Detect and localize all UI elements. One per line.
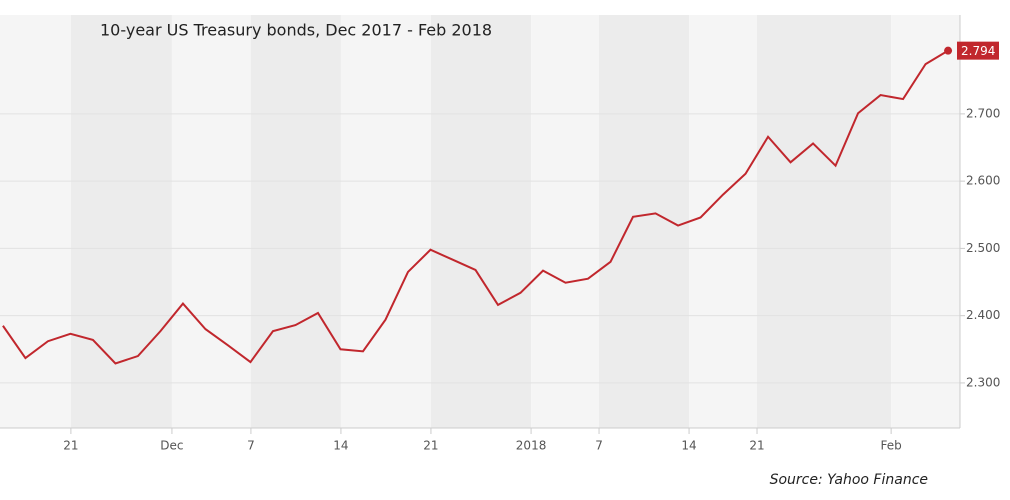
- x-tick-label: 21: [749, 439, 764, 453]
- x-tick-label: 7: [247, 439, 255, 453]
- band: [891, 15, 960, 428]
- band: [689, 15, 758, 428]
- y-tick-label: 2.400: [966, 308, 1000, 322]
- band: [430, 15, 532, 428]
- y-tick-label: 2.500: [966, 241, 1000, 255]
- band: [340, 15, 431, 428]
- y-tick-label: 2.600: [966, 174, 1000, 188]
- band: [171, 15, 251, 428]
- band: [757, 15, 892, 428]
- x-tick-label: 14: [681, 439, 696, 453]
- chart-title: 10-year US Treasury bonds, Dec 2017 - Fe…: [100, 21, 492, 40]
- source: Source: Yahoo Finance: [770, 472, 928, 488]
- x-tick-label: Dec: [160, 439, 183, 453]
- band: [531, 15, 600, 428]
- x-tick-label: 7: [595, 439, 603, 453]
- band: [0, 15, 71, 428]
- end-label: 2.794: [961, 44, 995, 58]
- band: [250, 15, 341, 428]
- x-tick-label: 14: [333, 439, 348, 453]
- x-tick-label: 2018: [516, 439, 547, 453]
- band: [70, 15, 172, 428]
- end-label-box: [957, 41, 999, 60]
- line: [2, 49, 949, 365]
- y-tick-label: 2.300: [966, 375, 1000, 389]
- x-tick-label: 21: [63, 439, 78, 453]
- end-point: [944, 46, 953, 55]
- y-tick-label: 2.700: [966, 106, 1000, 120]
- x-tick-label: 21: [423, 439, 438, 453]
- band: [599, 15, 690, 428]
- x-tick-label: Feb: [881, 439, 902, 453]
